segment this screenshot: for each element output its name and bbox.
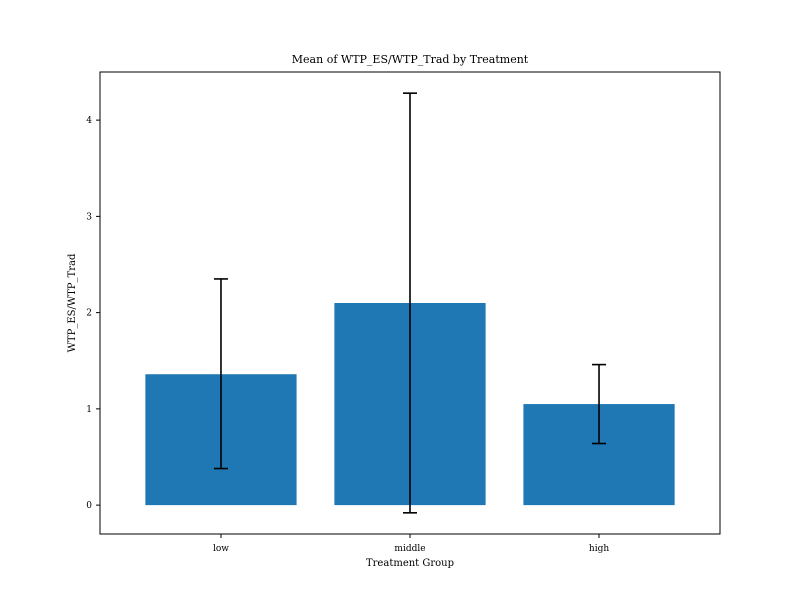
error-bar-high: [592, 363, 607, 445]
x-tick-label: low: [213, 544, 229, 554]
y-tick-label: 4: [86, 116, 92, 126]
error-bars-group: [213, 92, 607, 514]
y-tick-label: 3: [86, 212, 92, 222]
chart-title: Mean of WTP_ES/WTP_Trad by Treatment: [292, 53, 529, 66]
y-tick-label: 1: [86, 405, 92, 415]
x-axis-label: Treatment Group: [366, 558, 454, 569]
y-axis: 0 1 2 3 4: [86, 116, 100, 511]
y-tick-label: 2: [86, 309, 92, 319]
error-bar-middle: [403, 92, 417, 514]
error-bar-low: [213, 278, 228, 470]
y-tick-label: 0: [86, 501, 92, 511]
y-axis-label: WTP_ES/WTP_Trad: [67, 253, 78, 352]
x-tick-label: middle: [394, 544, 425, 554]
x-tick-label: high: [589, 544, 609, 554]
x-axis: low middle high: [213, 534, 609, 554]
